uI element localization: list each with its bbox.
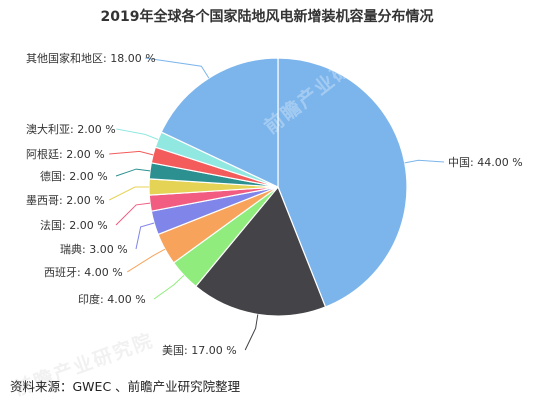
slice-label-8: 阿根廷: 2.00 % [26,147,105,161]
source-note: 资料来源：GWEC 、前瞻产业研究院整理 [10,379,241,394]
slice-label-3: 西班牙: 4.00 % [44,266,123,279]
slice-label-5: 法国: 2.00 % [40,218,108,232]
connector-1 [244,314,259,351]
data-labels: 中国: 44.00 % 美国: 17.00 % 印度: 4.00 % 西班牙: 4.0… [26,51,523,357]
connector-3 [126,248,166,273]
slice-label-7: 德国: 2.00 % [40,169,108,183]
connector-7 [115,168,151,177]
connector-2 [153,274,185,300]
slice-label-9: 澳大利亚: 2.00 % [26,122,116,136]
slice-label-6: 墨西哥: 2.00 % [26,194,105,207]
pie-slice-0 [277,57,408,308]
connector-10 [145,57,210,79]
connector-5 [115,202,151,226]
pie-slices [148,57,408,317]
connector-0 [404,159,445,164]
connector-6 [108,186,149,201]
slice-label-10: 其他国家和地区: 18.00 % [26,51,156,65]
connector-4 [135,222,155,250]
label-connectors [108,57,445,351]
connector-8 [109,150,154,156]
connector-9 [116,128,159,140]
slice-label-2: 印度: 4.00 % [78,292,146,306]
pie-slice-1 [194,185,327,317]
slice-label-0: 中国: 44.00 % [448,156,523,169]
slice-label-1: 美国: 17.00 % [162,344,237,357]
chart-title: 2019年全球各个国家陆地风电新增装机容量分布情况 [100,9,434,25]
slice-label-4: 瑞典: 3.00 % [60,242,128,256]
